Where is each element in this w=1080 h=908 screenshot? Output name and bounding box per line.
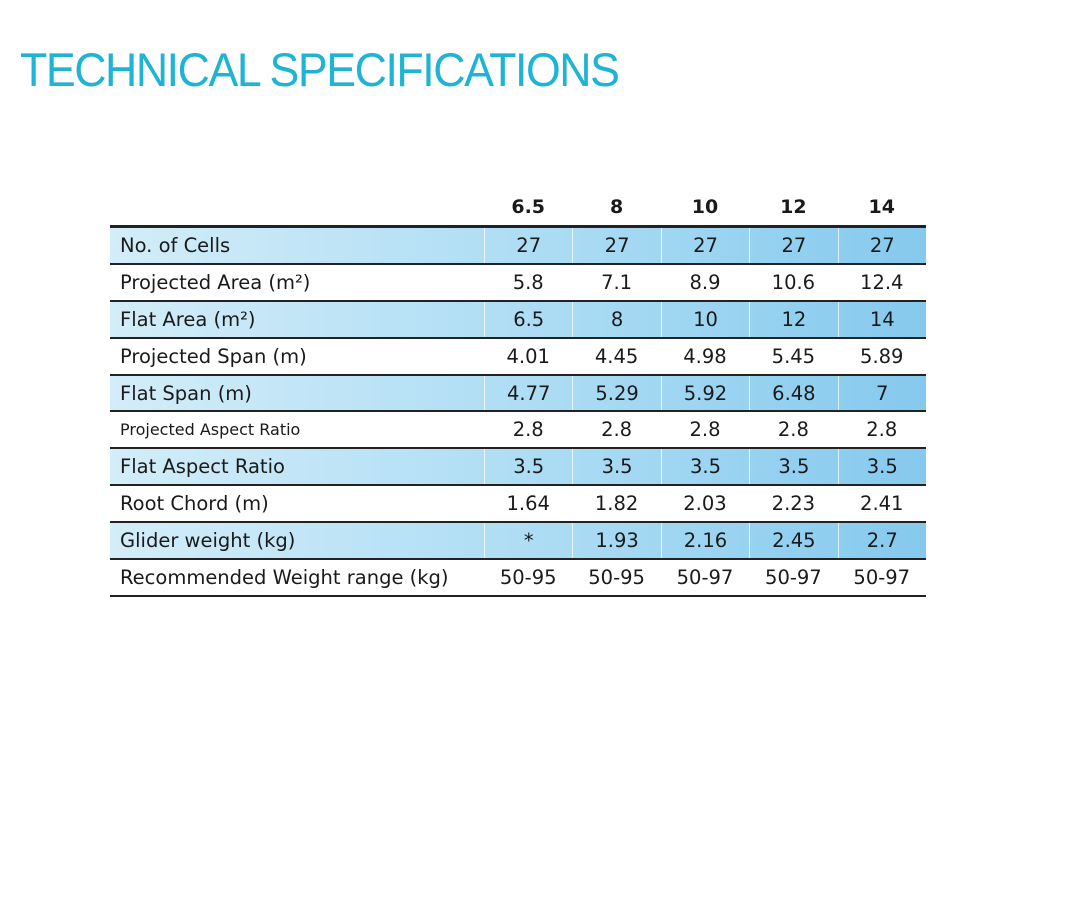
table-cell: * — [484, 523, 572, 559]
row-label: Root Chord (m) — [120, 492, 269, 516]
table-cell: 3.5 — [572, 449, 660, 485]
table-cell: 2.8 — [689, 418, 721, 442]
table-cell: 5.45 — [771, 344, 816, 368]
table-cell: 10 — [660, 301, 749, 337]
table-cell: 4.77 — [484, 375, 572, 411]
table-cell: 50-97 — [676, 565, 734, 589]
table-cell: 27 — [660, 228, 749, 263]
table-cell: 14 — [837, 301, 926, 337]
page-title: TECHNICAL SPECIFICATIONS — [20, 43, 620, 96]
table-cell: 3.5 — [484, 449, 572, 485]
table-cell: 3.5 — [749, 449, 837, 485]
row-label: Projected Area (m²) — [120, 270, 311, 294]
table-cell: 5.89 — [860, 344, 904, 368]
table-cell: 2.8 — [866, 418, 898, 442]
table-cell: 2.8 — [777, 418, 809, 442]
row-label: Flat Span (m) — [120, 381, 252, 405]
table-row: Projected Span (m) 4.01 4.45 4.98 5.45 5.89 — [110, 339, 926, 376]
spec-table: 6.5 8 10 12 14 No. of Cells 27 27 27 27 27 Projecte… — [110, 188, 926, 597]
table-row: Glider weight (kg) * 1.93 2.16 2.45 2.7 — [110, 523, 926, 561]
table-row: Flat Span (m) 4.77 5.29 5.92 6.48 7 — [110, 375, 926, 413]
table-cell: 12 — [749, 301, 837, 337]
table-cell: 27 — [837, 228, 926, 263]
row-label: Glider weight (kg) — [120, 529, 296, 553]
table-row: Root Chord (m) 1.64 1.82 2.03 2.23 2.41 — [110, 486, 926, 524]
column-header: 8 — [609, 195, 624, 218]
table-cell: 5.29 — [572, 375, 660, 411]
table-cell: 50-97 — [853, 565, 911, 589]
column-header: 10 — [691, 195, 719, 218]
table-row: Flat Aspect Ratio 3.5 3.5 3.5 3.5 3.5 — [110, 449, 926, 487]
table-cell: 12.4 — [860, 270, 904, 294]
table-cell: 7 — [837, 375, 926, 411]
table-row: Projected Aspect Ratio 2.8 2.8 2.8 2.8 2.8 — [110, 412, 926, 450]
table-cell: 3.5 — [837, 449, 926, 485]
table-cell: 27 — [572, 228, 660, 263]
table-cell: 27 — [749, 228, 837, 263]
table-row: No. of Cells 27 27 27 27 27 — [110, 228, 926, 265]
table-cell: 4.45 — [594, 344, 639, 368]
header-row: 6.5 8 10 12 14 — [110, 188, 926, 228]
table-cell: 1.82 — [594, 492, 639, 516]
table-cell: 1.93 — [572, 523, 660, 559]
row-label: Recommended Weight range (kg) — [120, 565, 449, 589]
table-cell: 5.8 — [512, 270, 544, 294]
table-cell: 2.41 — [860, 492, 904, 516]
table-cell: 2.03 — [683, 492, 727, 516]
table-cell: 50-97 — [765, 565, 822, 589]
table-row: Recommended Weight range (kg) 50-95 50-95 5… — [110, 560, 926, 597]
table-cell: 27 — [484, 228, 572, 263]
table-cell: 4.01 — [506, 344, 550, 368]
table-cell: 2.7 — [837, 523, 926, 559]
column-header: 6.5 — [511, 195, 546, 218]
column-header: 14 — [868, 195, 895, 218]
table-cell: 8.9 — [689, 270, 721, 294]
table-cell: 2.23 — [771, 492, 816, 516]
row-label: Projected Aspect Ratio — [120, 420, 301, 440]
table-cell: 6.48 — [749, 375, 837, 411]
table-cell: 50-95 — [499, 565, 557, 589]
table-cell: 2.8 — [512, 418, 544, 442]
table-cell: 4.98 — [683, 344, 727, 368]
table-cell: 10.6 — [771, 270, 816, 294]
table-cell: 2.16 — [660, 523, 749, 559]
table-row: Projected Area (m²) 5.8 7.1 8.9 10.6 12.4 — [110, 265, 926, 302]
row-label: No. of Cells — [120, 233, 231, 257]
table-cell: 1.64 — [506, 492, 550, 516]
table-cell: 5.92 — [660, 375, 749, 411]
table-cell: 6.5 — [484, 301, 572, 337]
table-cell: 8 — [572, 301, 660, 337]
table-cell: 50-95 — [588, 565, 645, 589]
table-cell: 2.45 — [749, 523, 837, 559]
row-label: Flat Area (m²) — [120, 307, 256, 331]
table-row: Flat Area (m²) 6.5 8 10 12 14 — [110, 301, 926, 339]
table-cell: 3.5 — [660, 449, 749, 485]
table-cell: 2.8 — [601, 418, 633, 442]
column-header: 12 — [780, 195, 807, 218]
row-label: Flat Aspect Ratio — [120, 455, 285, 479]
row-label: Projected Span (m) — [120, 344, 307, 368]
table-cell: 7.1 — [601, 270, 633, 294]
